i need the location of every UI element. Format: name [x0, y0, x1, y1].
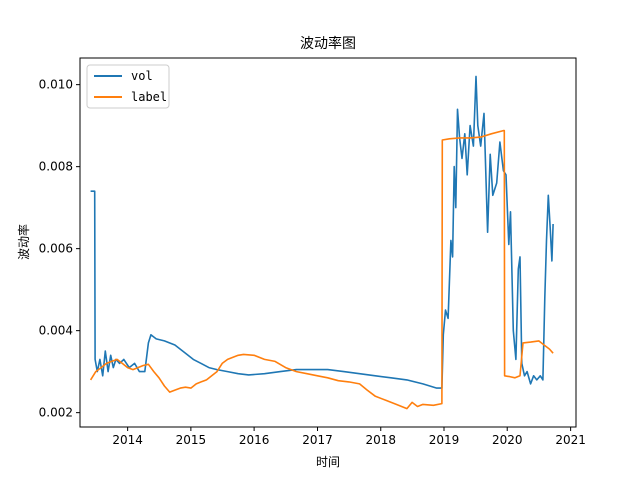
y-tick-label: 0.002: [39, 406, 73, 420]
x-tick-label: 2015: [176, 433, 207, 447]
y-tick-label: 0.006: [39, 242, 73, 256]
plot-frame: [79, 57, 577, 428]
series-line-label: [89, 129, 554, 410]
x-tick-label: 2017: [302, 433, 333, 447]
legend-label-vol: vol: [131, 69, 153, 83]
x-tick-label: 2014: [112, 433, 143, 447]
x-tick-label: 2018: [365, 433, 396, 447]
x-tick-label: 2016: [239, 433, 270, 447]
series-layer: [89, 75, 554, 410]
x-axis-label: 时间: [316, 455, 340, 469]
y-axis: 0.002 0.004 0.006 0.008 0.010: [39, 78, 80, 420]
legend: vol label: [86, 64, 170, 109]
y-tick-label: 0.008: [39, 160, 73, 174]
chart-title: 波动率图: [300, 35, 356, 52]
x-axis: 2014 2015 2016 2017 2018 2019 2020 2021: [112, 427, 586, 447]
legend-label-label: label: [131, 90, 167, 104]
y-axis-label: 波动率: [16, 224, 31, 260]
y-tick-label: 0.010: [39, 78, 73, 92]
x-tick-label: 2019: [429, 433, 460, 447]
y-tick-label: 0.004: [39, 324, 73, 338]
x-tick-label: 2021: [555, 433, 586, 447]
x-tick-label: 2020: [492, 433, 523, 447]
